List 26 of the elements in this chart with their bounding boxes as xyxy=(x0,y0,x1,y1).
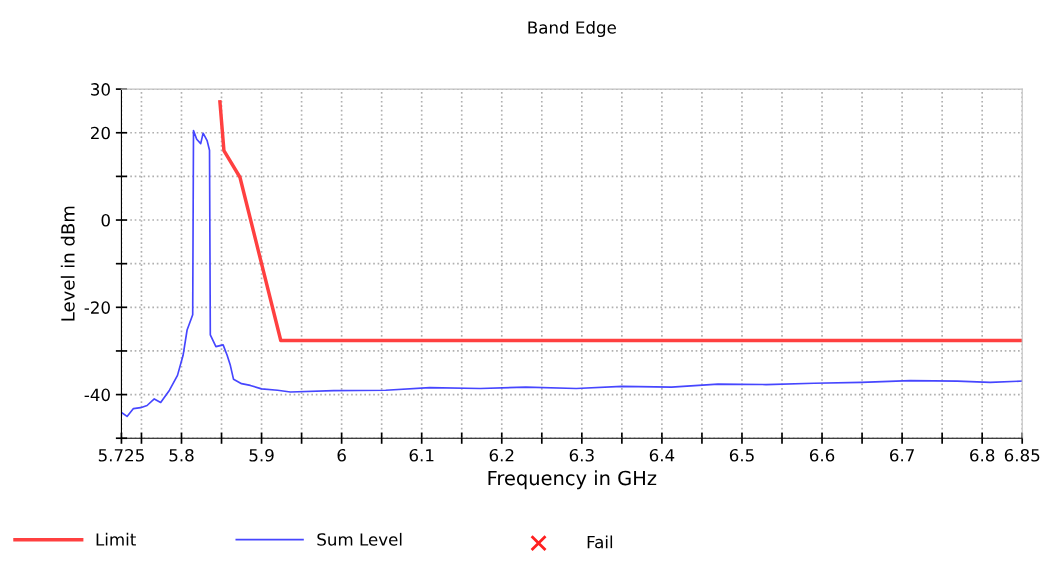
y-axis-title: Level in dBm xyxy=(60,206,75,321)
x-tick-label: 6.6 xyxy=(809,448,835,462)
y-tick-label: 0 xyxy=(101,213,110,227)
x-tick-label: 5.8 xyxy=(169,448,194,462)
line-series xyxy=(121,129,1023,418)
x-tick-label: 5.9 xyxy=(249,448,274,462)
legend-label: Limit xyxy=(96,532,136,546)
y-tick-label: 30 xyxy=(91,83,110,96)
text: Fail xyxy=(587,535,613,549)
y-tick-label: -40 xyxy=(84,388,110,402)
x-axis-title: Frequency in GHz xyxy=(488,470,657,490)
x-tick-label: 6.85 xyxy=(1004,448,1040,462)
x-tick-label: 6 xyxy=(337,448,346,462)
x-tick-label: 6.3 xyxy=(569,448,594,462)
x-tick-label: 5.725 xyxy=(98,448,144,462)
x-tick-label: 6.1 xyxy=(409,448,434,462)
y-tick-label: -20 xyxy=(84,301,110,314)
y-tick-label: 20 xyxy=(91,126,110,140)
x-tick-label: 6.7 xyxy=(890,448,914,462)
x-tick-label: 6.5 xyxy=(729,448,754,462)
chart-title: Band Edge xyxy=(528,20,616,38)
line-series xyxy=(218,100,1023,343)
legend-label: Sum Level xyxy=(317,532,402,546)
x-tick-label: 6.4 xyxy=(649,448,675,462)
x-tick-label: 6.8 xyxy=(970,448,995,462)
x-tick-label: 6.2 xyxy=(489,448,514,462)
